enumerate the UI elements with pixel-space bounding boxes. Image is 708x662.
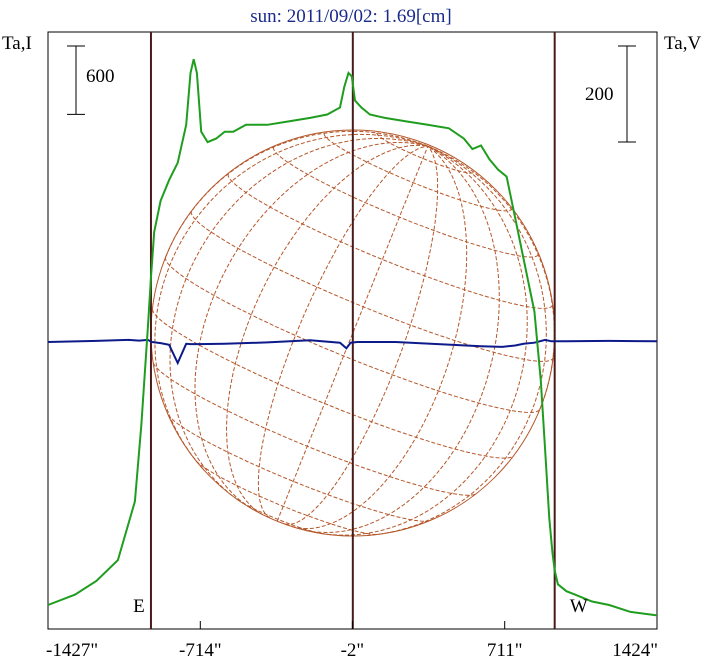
limb-marker-east: E bbox=[133, 596, 145, 617]
disk-latitude-line bbox=[236, 498, 322, 534]
solar-disk bbox=[150, 129, 556, 537]
x-tick-label: 1424" bbox=[612, 640, 658, 661]
disk-latitude-line bbox=[151, 309, 514, 459]
disk-longitude-line bbox=[194, 141, 429, 509]
x-axis: -1427" -714" -2" 711" 1424" bbox=[46, 621, 658, 661]
disk-longitude-line bbox=[366, 145, 547, 536]
left-scale-bar: 600 bbox=[67, 45, 115, 115]
series-stokes-v bbox=[47, 338, 658, 366]
disk-longitude-line bbox=[321, 145, 528, 536]
disk-latitude-line bbox=[167, 414, 430, 522]
disk-longitude-line bbox=[257, 145, 428, 519]
right-scale-bar: 200 bbox=[585, 45, 636, 143]
right-scale-bar-label: 200 bbox=[585, 84, 614, 105]
chart-title: sun: 2011/09/02: 1.69[cm] bbox=[250, 6, 451, 27]
disk-longitude-line bbox=[291, 145, 468, 530]
series-stokes-i bbox=[47, 58, 658, 617]
disk-longitude-line bbox=[284, 145, 439, 525]
left-axis-label: Ta,I bbox=[2, 33, 32, 54]
x-tick-label: 711" bbox=[487, 640, 523, 661]
x-tick-label: -1427" bbox=[46, 640, 98, 661]
disk-longitude-line bbox=[165, 130, 429, 258]
disk-longitude-line bbox=[169, 138, 429, 500]
x-tick-label: -2" bbox=[341, 640, 365, 661]
disk-longitude-line bbox=[276, 146, 429, 522]
right-axis-label: Ta,V bbox=[664, 33, 701, 54]
disk-longitude-line bbox=[225, 144, 428, 516]
limb-marker-west: W bbox=[570, 596, 588, 617]
disk-longitude-line bbox=[305, 145, 500, 534]
limb-lines bbox=[149, 32, 556, 629]
disk-latitude-line bbox=[164, 256, 541, 413]
disk-longitude-line bbox=[154, 133, 429, 470]
disk-longitude-line bbox=[427, 145, 555, 410]
x-tick-label: -714" bbox=[179, 640, 222, 661]
left-scale-bar-label: 600 bbox=[86, 66, 115, 87]
